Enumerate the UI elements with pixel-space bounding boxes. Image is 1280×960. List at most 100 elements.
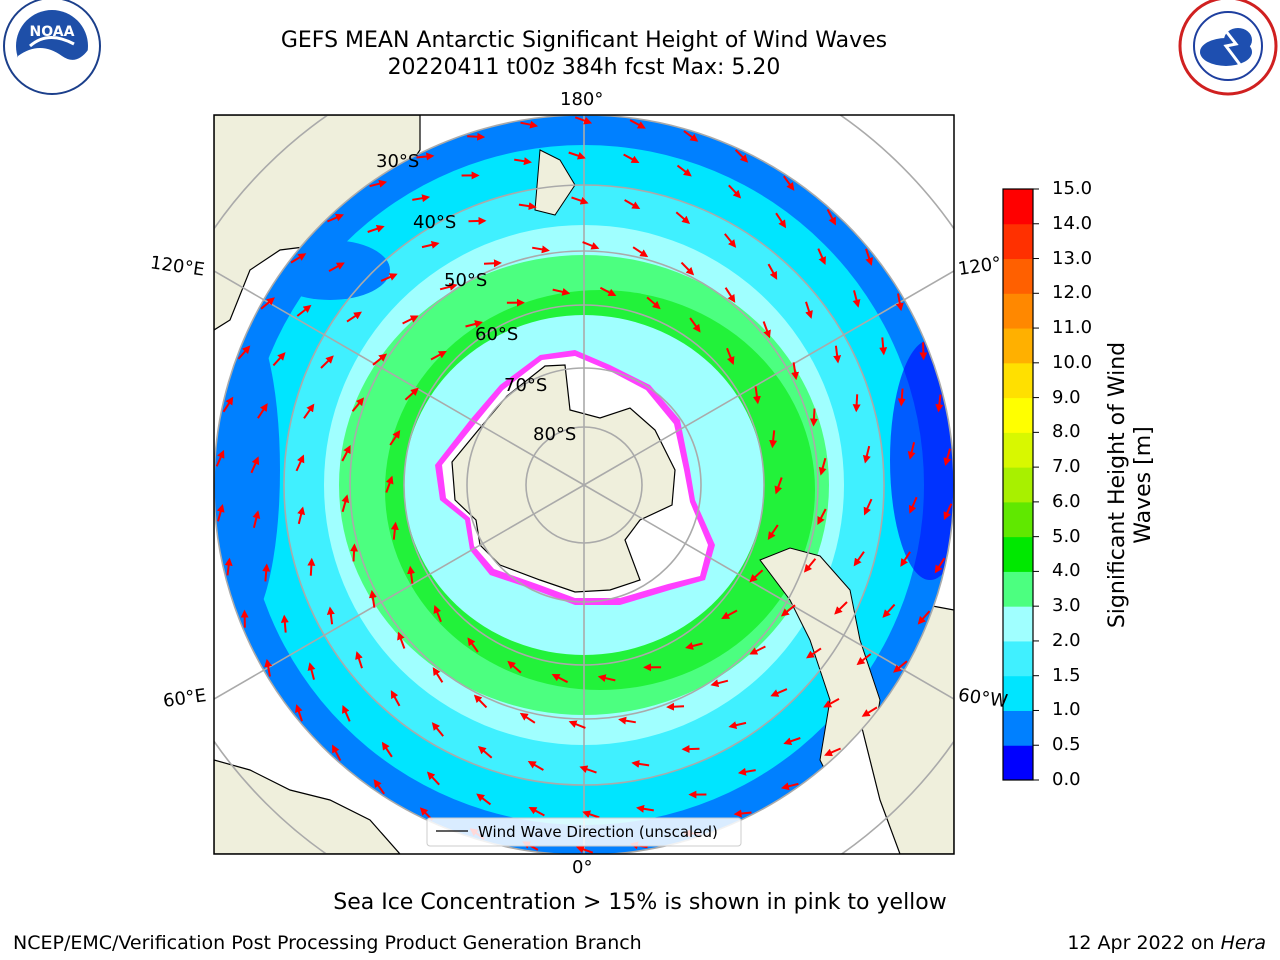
lat-label-30s: 30°S (376, 151, 420, 172)
wave-direction-arrow (412, 194, 431, 203)
colorbar-segment (1003, 467, 1033, 503)
wave-direction-arrow (767, 524, 779, 540)
noaa-logo-text: NOAA (30, 24, 75, 40)
wave-direction-arrow (774, 477, 783, 495)
wave-direction-arrow (861, 706, 878, 717)
wave-direction-arrow (685, 642, 703, 650)
wave-direction-arrow (430, 350, 447, 361)
colorbar-segment (1003, 328, 1033, 364)
wave-direction-arrow (599, 286, 617, 297)
wave-direction-arrow (834, 601, 848, 615)
wave-direction-arrow (402, 315, 419, 325)
wave-direction-arrow (307, 557, 316, 576)
wave-direction-arrow (737, 767, 756, 776)
wave-direction-arrow (342, 704, 351, 722)
colorbar-tick-label: 6.0 (1052, 490, 1081, 512)
wave-direction-arrow (724, 287, 736, 303)
wave-direction-arrow (817, 248, 826, 266)
wave-direction-arrow (666, 702, 685, 711)
wave-direction-arrow (507, 660, 522, 674)
colorbar-segment (1003, 293, 1033, 329)
wave-direction-arrow (749, 569, 764, 583)
wave-direction-arrow (473, 694, 488, 709)
wave-direction-arrow (476, 793, 492, 806)
wave-direction-arrow (369, 179, 388, 188)
colorbar-segment (1003, 258, 1033, 294)
wave-direction-arrow (320, 355, 334, 369)
wave-direction-arrow (397, 631, 406, 649)
wave-direction-arrow (681, 745, 700, 754)
lat-label-80s: 80°S (533, 424, 577, 445)
wave-direction-arrow (791, 362, 800, 381)
wave-direction-arrow (551, 673, 569, 684)
wave-direction-arrow (934, 557, 946, 574)
wave-direction-arrow (767, 263, 778, 280)
wave-direction-arrow (818, 457, 827, 476)
wave-direction-arrow (734, 149, 749, 163)
wave-direction-arrow (367, 224, 385, 233)
wave-direction-arrow (385, 475, 394, 493)
lon-label-bottom: 0° (572, 857, 593, 878)
colorbar-tick-label: 11.0 (1052, 317, 1093, 339)
colorbar-segment (1003, 432, 1033, 468)
wave-direction-arrow (775, 212, 787, 229)
wave-direction-arrow (624, 199, 641, 209)
wave-direction-arrow (264, 658, 273, 677)
wave-direction-arrow (519, 712, 536, 724)
wave-direction-arrow (272, 352, 286, 367)
colorbar-tick-label: 5.0 (1052, 525, 1081, 547)
wave-direction-arrow (683, 130, 699, 142)
legend-label: Wind Wave Direction (unscaled) (478, 823, 718, 841)
lat-label-70s: 70°S (504, 375, 548, 396)
colorbar-tick-label: 10.0 (1052, 351, 1093, 373)
wave-direction-arrow (527, 761, 544, 771)
wave-direction-arrow (895, 293, 904, 312)
lat-label-50s: 50°S (444, 270, 488, 291)
colorbar-segment (1003, 606, 1033, 642)
wave-direction-arrow (752, 386, 761, 405)
colorbar-segment (1003, 536, 1033, 572)
colorbar-tick-label: 1.5 (1052, 664, 1081, 686)
colorbar-tick-label: 12.0 (1052, 282, 1093, 304)
wave-direction-arrow (222, 396, 234, 413)
map-border (213, 114, 955, 855)
colorbar-tick-label: 3.0 (1052, 595, 1081, 617)
wave-direction-arrow (856, 653, 872, 666)
wave-direction-arrow (432, 667, 444, 683)
wave-direction-arrow (296, 304, 312, 317)
wave-direction-arrow (389, 430, 401, 446)
colorbar-segment (1003, 397, 1033, 433)
wave-direction-arrow (862, 445, 871, 464)
colorbar-segment (1003, 675, 1033, 711)
wave-direction-arrow (295, 454, 305, 472)
wave-direction-arrow (632, 246, 649, 258)
wave-direction-arrow (328, 262, 345, 272)
wave-direction-arrow (237, 345, 251, 360)
wave-direction-arrow (782, 175, 795, 191)
wave-direction-arrow (297, 506, 306, 525)
wave-direction-arrow (528, 806, 545, 817)
wave-direction-arrow (629, 119, 646, 129)
wave-direction-arrow (805, 301, 813, 319)
wave-direction-arrow (646, 296, 661, 310)
colorbar-tick-label: 0.0 (1052, 769, 1081, 790)
graticule (214, 115, 954, 854)
wave-direction-arrow (468, 216, 487, 225)
lon-label-top: 180° (560, 89, 604, 110)
wave-direction-arrow (404, 387, 419, 401)
wave-direction-arrow (327, 213, 344, 223)
wave-direction-arrow (514, 157, 532, 166)
wave-direction-arrow (907, 442, 916, 460)
colorbar-tick-label: 14.0 (1052, 212, 1093, 234)
wave-direction-arrow (823, 698, 840, 708)
colorbar-tick-label: 0.5 (1052, 734, 1081, 756)
footer-date: 12 Apr 2022 on Hera (1067, 932, 1266, 954)
colorbar-border (1002, 188, 1034, 781)
wave-direction-arrow (260, 297, 275, 310)
chart-title: GEFS MEAN Antarctic Significant Height o… (280, 28, 888, 53)
wave-direction-arrow (780, 782, 799, 791)
wave-direction-arrow (280, 614, 289, 633)
wave-direction-arrow (826, 208, 836, 226)
wave-direction-arrow (900, 551, 911, 567)
wave-direction-arrow (806, 647, 822, 659)
